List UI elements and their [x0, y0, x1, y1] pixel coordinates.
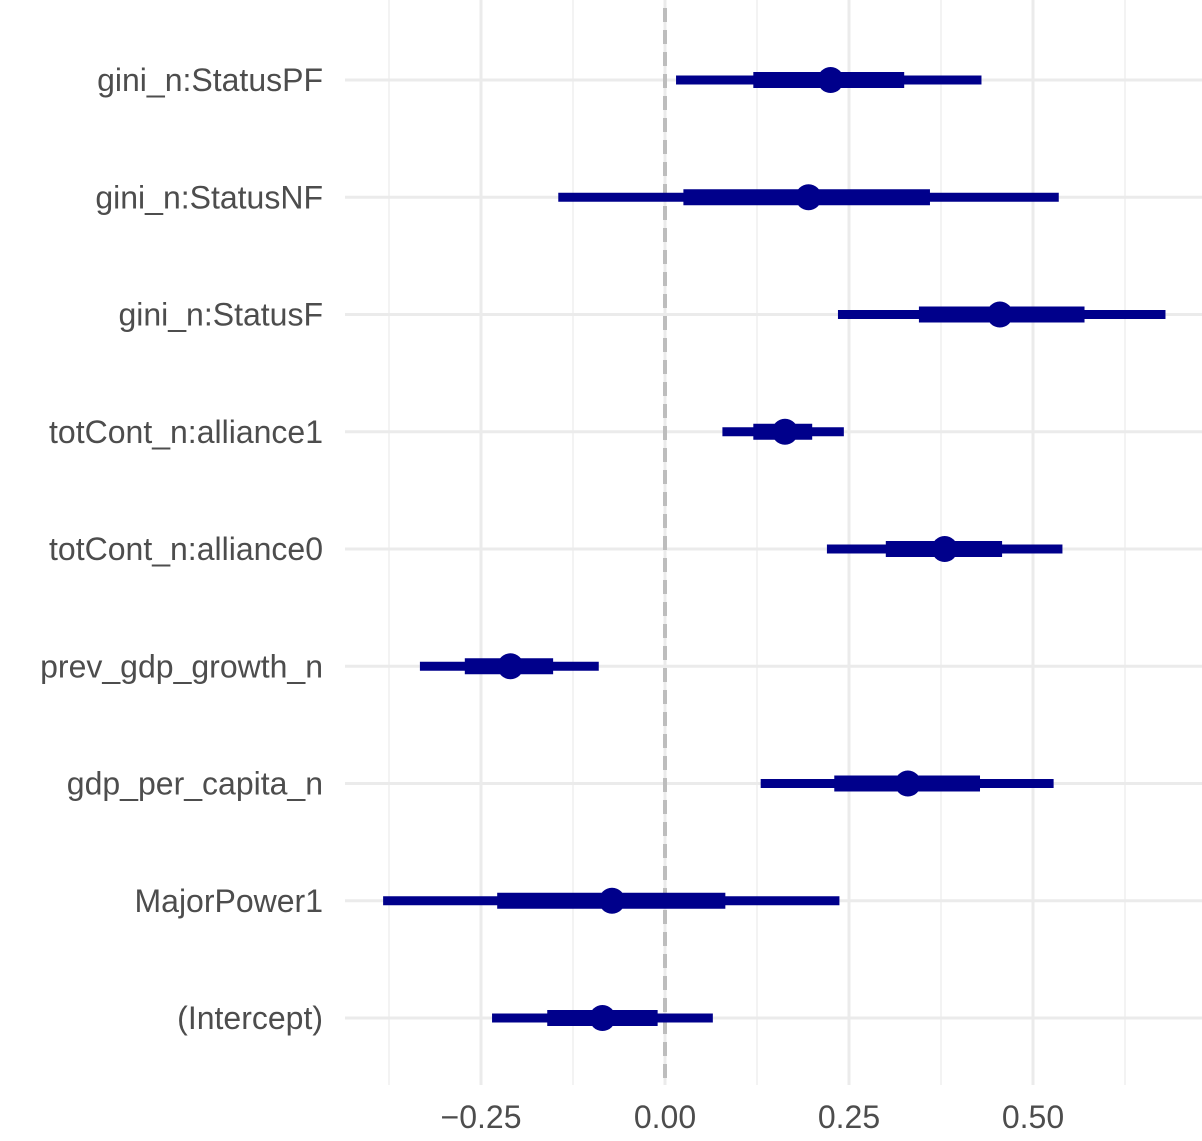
point-estimate: [795, 184, 822, 211]
point-estimate: [771, 418, 798, 445]
y-tick-label: (Intercept): [177, 1000, 323, 1036]
point-estimate: [931, 536, 958, 562]
y-tick-label: MajorPower1: [134, 883, 323, 919]
x-tick-label: 0.00: [634, 1099, 696, 1135]
y-axis-labels: gini_n:StatusPF gini_n:StatusNF gini_n:Sta…: [40, 62, 323, 1036]
y-tick-label: gdp_per_capita_n: [67, 766, 323, 802]
x-tick-label: 0.25: [818, 1099, 880, 1135]
y-tick-label: totCont_n:alliance0: [49, 531, 323, 567]
minor-gridlines: [388, 0, 1126, 1085]
y-tick-label: gini_n:StatusNF: [95, 179, 323, 215]
point-estimate: [497, 653, 524, 680]
x-tick-label: 0.50: [1002, 1099, 1064, 1135]
y-tick-label: gini_n:StatusF: [118, 297, 323, 333]
major-gridlines-y: [345, 78, 1202, 1020]
y-tick-label: prev_gdp_growth_n: [40, 648, 323, 684]
y-tick-label: totCont_n:alliance1: [49, 414, 323, 450]
point-estimate: [817, 67, 844, 93]
coefficient-marks: [383, 67, 1166, 1031]
x-tick-label: −0.25: [441, 1099, 522, 1135]
point-estimate: [986, 301, 1013, 328]
x-axis-labels: −0.25 0.00 0.25 0.50: [441, 1099, 1065, 1135]
point-estimate: [599, 887, 626, 914]
point-estimate: [589, 1005, 616, 1031]
point-estimate: [894, 770, 921, 797]
y-tick-label: gini_n:StatusPF: [97, 62, 323, 98]
